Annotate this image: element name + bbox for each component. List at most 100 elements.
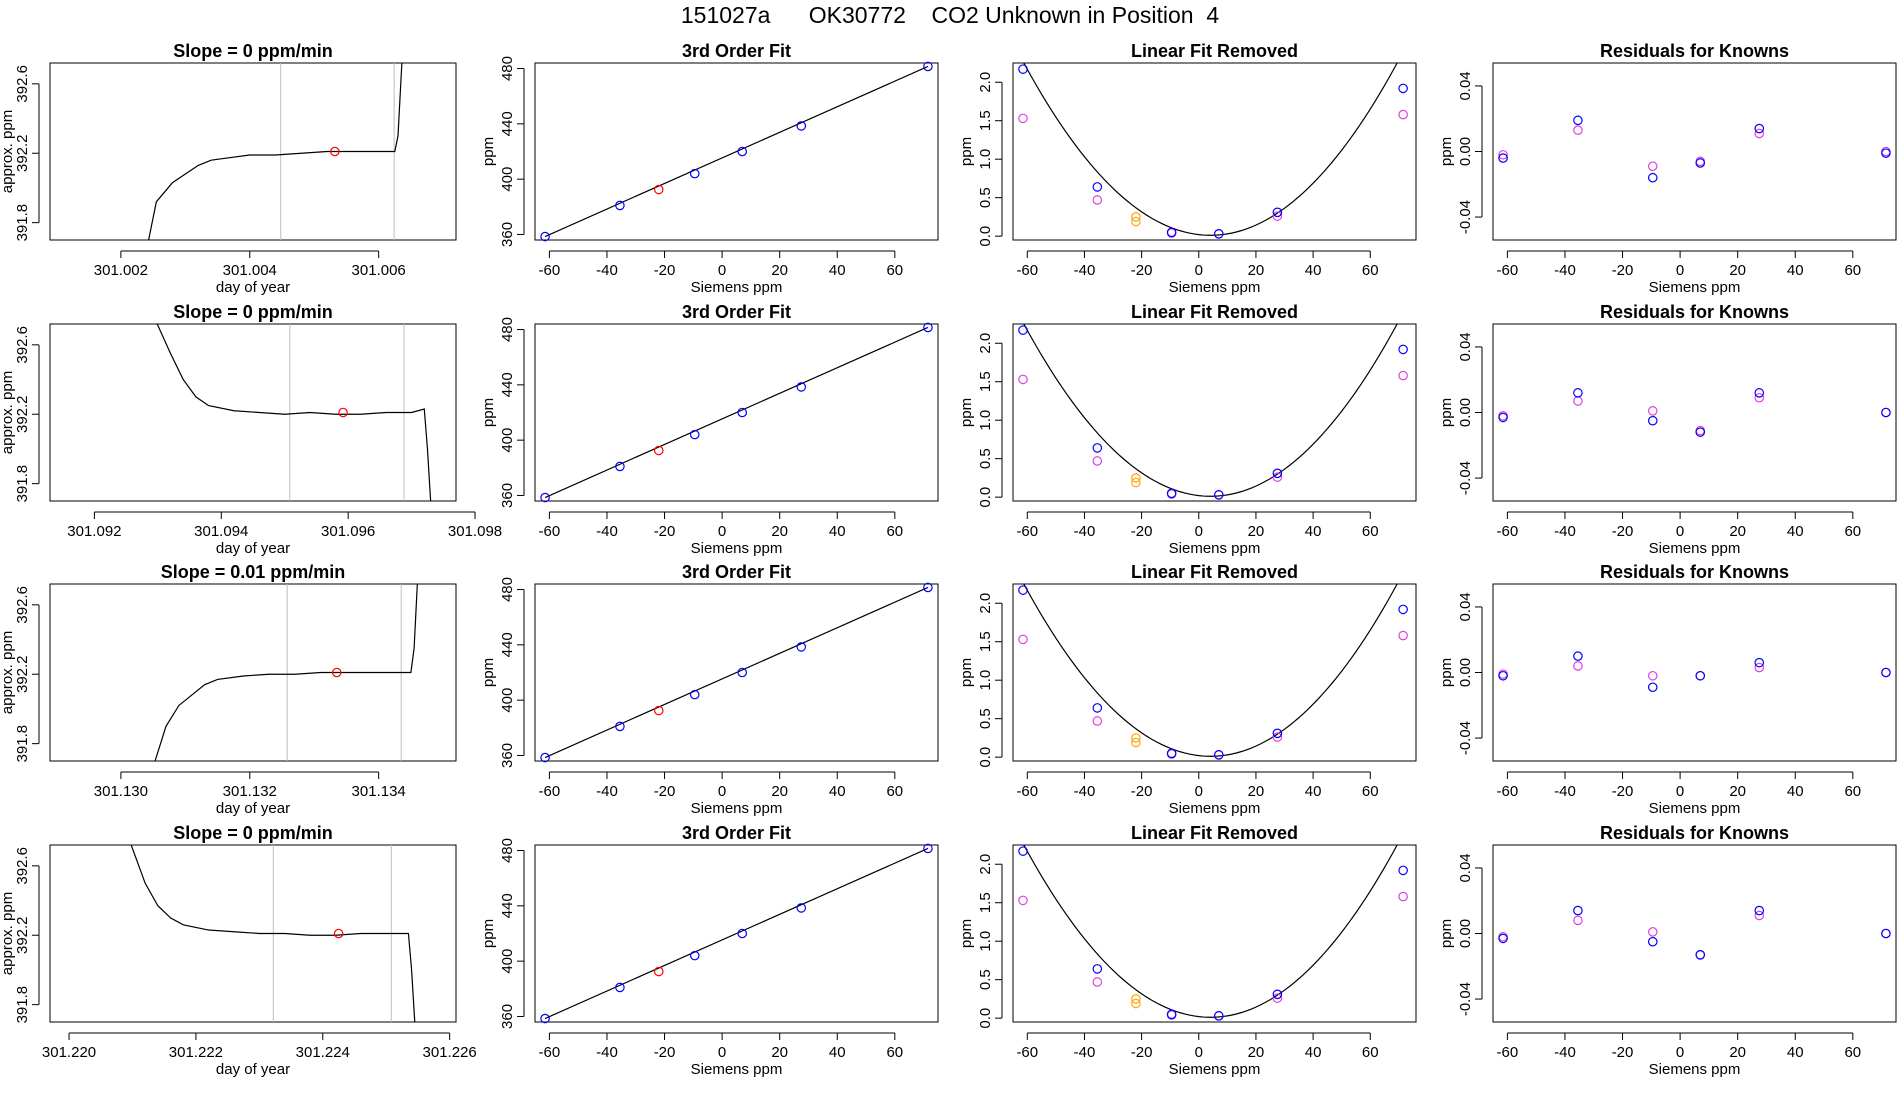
panel-r2-c3-y-tick-label: 0.5 (977, 448, 994, 469)
panel-r1-c4-title: Residuals for Knowns (1600, 41, 1789, 61)
panel-r1-c4-point-magenta (1498, 149, 1508, 160)
panel-r3-c3-point-orange (1131, 733, 1141, 743)
panel-r1-c2-title: 3rd Order Fit (682, 41, 791, 61)
panel-r4-c4-y-tick-label: -0.04 (1457, 982, 1474, 1016)
panel-r2-c3-point-blue (1018, 325, 1028, 335)
panel-r4-c3-x-tick-label: 40 (1305, 1044, 1322, 1061)
panel-r4-c2-point-blue (796, 903, 807, 913)
panel-r1-c3-x-tick-label: -40 (1074, 262, 1096, 279)
panel-r3-c2-x-axis-label: Siemens ppm (691, 800, 783, 817)
panel-r2-c1-title: Slope = 0 ppm/min (173, 302, 333, 322)
panel-r2-c3-title: Linear Fit Removed (1131, 302, 1298, 322)
panel-r1-c4-x-tick-label: 60 (1844, 262, 1861, 279)
panel-r4-c2-x-tick-label: -60 (539, 1044, 561, 1061)
panel-r2-c2-x-tick-label: -20 (654, 523, 676, 540)
panel-r3-c4-y-axis-label: ppm (1438, 658, 1455, 687)
panel-r4-c3-point-orange (1131, 994, 1141, 1004)
panel-r3-c3-y-tick-label: 1.0 (977, 670, 994, 691)
panel-r3-c3-point-blue (1018, 585, 1028, 595)
panel-r4-c4-point-magenta (1647, 927, 1658, 937)
panel-r3-c2-point-blue (796, 642, 807, 652)
panel-r3-c4-point-blue (1881, 667, 1891, 678)
panel-r1-c3-point-magenta (1272, 211, 1283, 221)
panel-r3-c1-title: Slope = 0.01 ppm/min (161, 562, 346, 582)
panel-r3-c4-x-axis-label: Siemens ppm (1649, 800, 1741, 817)
panel-r4-c1-x-tick-label: 301.224 (296, 1044, 350, 1061)
panel-r2-c3-y-tick-label: 2.0 (977, 333, 994, 354)
panel-r4-c2-y-axis-label: ppm (480, 919, 497, 948)
panel-r3-c3-point-blue (1272, 728, 1283, 739)
panel-r3-c4-x-tick-label: 20 (1729, 783, 1746, 800)
panel-r4-c3-y-tick-label: 2.0 (977, 854, 994, 875)
panel-r2-c3-y-tick-label: 1.0 (977, 410, 994, 431)
panel-r2-c3-point-magenta (1018, 374, 1028, 385)
panel-r3-c1-series-line (154, 584, 418, 761)
panel-r1-c2-point-blue (737, 146, 748, 157)
panel-r1-c3-point-blue (1166, 227, 1177, 238)
panel-r3-c3-fit-curve (1023, 584, 1398, 757)
panel-r2-c4-x-tick-label: 20 (1729, 523, 1746, 540)
panel-r1-c3-point-orange (1131, 216, 1141, 227)
panel-r2-c4-title: Residuals for Knowns (1600, 302, 1789, 322)
panel-r3-c2-point-blue (615, 721, 625, 732)
panel-r3-c4-point-blue (1754, 657, 1765, 668)
panel-r2-c3-point-magenta (1398, 370, 1408, 381)
panel-r3-c2-frame (534, 583, 939, 762)
panel-r1-c1-point-red (330, 146, 340, 157)
panel-r3-c3-point-magenta (1018, 634, 1028, 645)
panel-r1-c3-point-magenta (1018, 113, 1028, 124)
panel-r4-c2-x-tick-label: 60 (886, 1044, 903, 1061)
panel-r1-c4-point-magenta (1573, 125, 1583, 135)
panel-r2-c4-y-tick-label: 0.00 (1457, 398, 1474, 427)
panel-r1-c1-frame (49, 62, 457, 241)
panel-r2-c2-x-tick-label: 0 (718, 523, 726, 540)
panel-r1-c2-x-tick-label: 0 (718, 262, 726, 279)
panel-r4-c2-y-tick-label: 480 (499, 838, 516, 863)
panel-r2-c4-x-tick-label: -60 (1497, 523, 1519, 540)
panel-r3-c2-x-tick-label: -40 (596, 783, 618, 800)
panel-r4-c3-point-magenta (1398, 891, 1408, 902)
panel-r2-c3-frame (1012, 323, 1417, 502)
panel-r2-c3-point-blue (1092, 443, 1103, 453)
panel-r1-c3-x-tick-label: 40 (1305, 262, 1322, 279)
panel-r3-c2-y-axis-label: ppm (480, 658, 497, 687)
panel-r4-c1-y-tick-label: 392.6 (14, 847, 31, 885)
panel-r4-c4-point-blue (1573, 905, 1583, 916)
panel-r4-c3-point-orange (1131, 998, 1141, 1009)
panel-r2-c3-x-tick-label: -20 (1131, 523, 1153, 540)
panel-r3-c3-y-axis-label: ppm (958, 658, 975, 687)
panel-r1-c1-x-axis-label: day of year (216, 279, 290, 296)
panel-r3-c4-point-blue (1498, 670, 1508, 681)
panel-r2-c3-y-axis-label: ppm (958, 398, 975, 427)
panel-r2-c2-point-blue (737, 407, 748, 418)
panel-r2-c4-point-blue (1573, 388, 1583, 398)
panel-r3-c4-y-tick-label: 0.00 (1457, 658, 1474, 687)
panel-r1-c4-point-blue (1498, 153, 1508, 163)
panel-r2-c1-y-tick-label: 392.6 (14, 326, 31, 364)
panel-r2-c1-series-line (156, 324, 432, 501)
panel-r4-c2-x-axis-label: Siemens ppm (691, 1061, 783, 1078)
panel-r2-c3-point-blue (1166, 488, 1177, 499)
panel-r1-c4-point-magenta (1754, 128, 1765, 139)
panel-r2-c3-point-blue (1213, 490, 1224, 500)
panel-r4-c2-x-tick-label: -20 (654, 1044, 676, 1061)
panel-r4-c4-y-axis-label: ppm (1438, 919, 1455, 948)
panel-r4-c3-y-tick-label: 0.5 (977, 969, 994, 990)
panel-r2-c4-x-tick-label: 60 (1844, 523, 1861, 540)
panel-r4-c4-point-blue (1695, 950, 1706, 960)
panel-r1-c3-point-blue (1272, 207, 1283, 218)
panel-r3-c2-point-blue (689, 689, 700, 700)
panel-r4-c1-x-tick-label: 301.222 (169, 1044, 223, 1061)
panel-r3-c4-y-tick-label: 0.04 (1457, 592, 1474, 621)
panel-r4-c2-y-tick-label: 360 (499, 1004, 516, 1029)
panel-r1-c1-y-axis-label: approx. ppm (0, 110, 16, 193)
panel-r3-c4-point-blue (1573, 651, 1583, 661)
panel-r4-c3-point-magenta (1018, 895, 1028, 906)
panel-r1-c3-x-tick-label: 60 (1362, 262, 1379, 279)
panel-r2-c4-point-magenta (1573, 396, 1583, 406)
panel-r4-c2-point-blue (540, 1013, 550, 1024)
panel-r2-c3-point-magenta (1092, 456, 1103, 466)
panel-r4-c3-x-tick-label: -40 (1074, 1044, 1096, 1061)
panel-r2-c2-frame (534, 323, 939, 502)
